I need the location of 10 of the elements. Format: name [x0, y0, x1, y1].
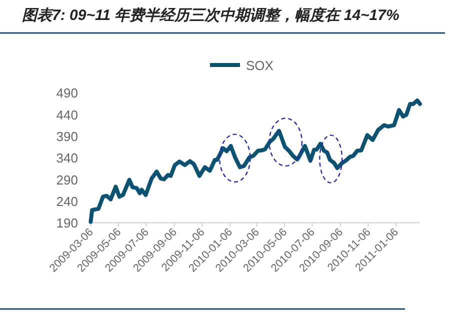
y-tick-label: 440: [56, 107, 78, 122]
y-tick-label: 390: [56, 129, 78, 144]
line-series: [88, 98, 422, 224]
chart-title: 图表7: 09~11 年费半经历三次中期调整，幅度在 14~17%: [22, 6, 400, 24]
legend-label: SOX: [246, 58, 274, 73]
y-tick-label: 340: [56, 150, 78, 166]
y-tick-label: 490: [56, 86, 78, 101]
y-tick-label: 290: [56, 172, 78, 188]
y-tick-label: 240: [56, 194, 78, 210]
y-tick-label: 190: [56, 216, 78, 231]
